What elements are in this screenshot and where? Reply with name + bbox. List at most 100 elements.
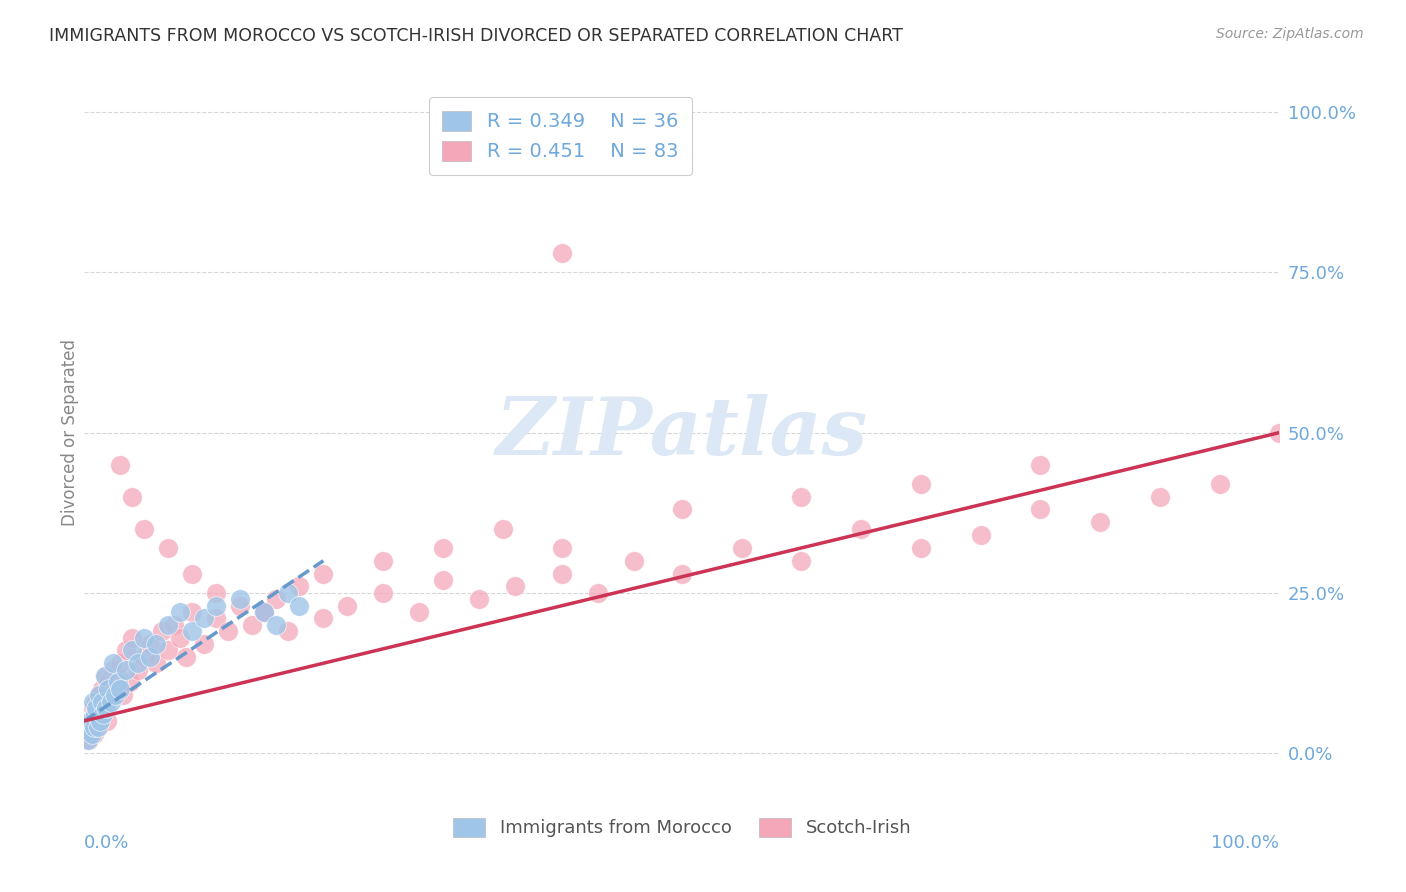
Point bbox=[101, 657, 124, 671]
Point bbox=[100, 688, 122, 702]
Point bbox=[551, 246, 574, 260]
Point bbox=[240, 617, 263, 632]
Point bbox=[277, 624, 299, 639]
Point bbox=[193, 637, 215, 651]
Point bbox=[145, 657, 167, 671]
Point bbox=[790, 490, 813, 504]
Point bbox=[193, 611, 215, 625]
Point bbox=[118, 675, 141, 690]
Point bbox=[132, 649, 156, 664]
Point bbox=[82, 701, 104, 715]
Point bbox=[181, 566, 204, 581]
Point bbox=[121, 643, 143, 657]
Point bbox=[115, 643, 138, 657]
Point bbox=[671, 502, 693, 516]
Point bbox=[93, 707, 115, 722]
Point bbox=[264, 617, 287, 632]
Point bbox=[551, 541, 574, 555]
Point bbox=[110, 681, 132, 696]
Point bbox=[169, 605, 191, 619]
Point bbox=[101, 663, 124, 677]
Point bbox=[492, 522, 515, 536]
Point bbox=[205, 586, 228, 600]
Point bbox=[790, 554, 813, 568]
Point bbox=[671, 566, 693, 581]
Point bbox=[97, 675, 120, 690]
Text: IMMIGRANTS FROM MOROCCO VS SCOTCH-IRISH DIVORCED OR SEPARATED CORRELATION CHART: IMMIGRANTS FROM MOROCCO VS SCOTCH-IRISH … bbox=[49, 27, 903, 45]
Point bbox=[132, 631, 156, 645]
Point bbox=[588, 586, 610, 600]
Point bbox=[157, 541, 180, 555]
Point bbox=[910, 476, 932, 491]
Point bbox=[110, 657, 132, 671]
Point bbox=[229, 599, 252, 613]
Point bbox=[163, 617, 186, 632]
Point bbox=[77, 733, 100, 747]
Point bbox=[82, 695, 104, 709]
Point bbox=[503, 579, 526, 593]
Point bbox=[336, 599, 359, 613]
Point bbox=[139, 637, 162, 651]
Point bbox=[104, 681, 127, 696]
Point bbox=[121, 490, 143, 504]
Point bbox=[79, 714, 101, 728]
Point bbox=[139, 649, 162, 664]
Point bbox=[157, 617, 180, 632]
Point bbox=[87, 688, 110, 702]
Point bbox=[76, 727, 98, 741]
Text: Source: ZipAtlas.com: Source: ZipAtlas.com bbox=[1216, 27, 1364, 41]
Point bbox=[205, 599, 228, 613]
Point bbox=[217, 624, 239, 639]
Point bbox=[97, 681, 120, 696]
Point bbox=[312, 566, 335, 581]
Point bbox=[181, 605, 204, 619]
Point bbox=[169, 631, 191, 645]
Point bbox=[468, 592, 491, 607]
Point bbox=[145, 637, 167, 651]
Point bbox=[91, 681, 114, 696]
Point bbox=[89, 714, 111, 728]
Point bbox=[253, 605, 276, 619]
Point bbox=[121, 631, 143, 645]
Point bbox=[107, 675, 129, 690]
Point bbox=[86, 720, 108, 734]
Point bbox=[100, 695, 122, 709]
Point bbox=[551, 566, 574, 581]
Point bbox=[86, 720, 108, 734]
Point bbox=[127, 663, 149, 677]
Point bbox=[970, 528, 993, 542]
Point bbox=[86, 701, 108, 715]
Text: ZIPatlas: ZIPatlas bbox=[496, 394, 868, 471]
Point bbox=[84, 707, 107, 722]
Text: 100.0%: 100.0% bbox=[1212, 834, 1279, 852]
Point bbox=[1268, 425, 1291, 440]
Point bbox=[432, 573, 454, 587]
Point bbox=[94, 701, 117, 715]
Point bbox=[80, 720, 103, 734]
Point bbox=[373, 554, 395, 568]
Point bbox=[851, 522, 873, 536]
Point bbox=[94, 695, 117, 709]
Point bbox=[132, 522, 156, 536]
Point bbox=[312, 611, 335, 625]
Point bbox=[89, 714, 111, 728]
Point bbox=[86, 695, 108, 709]
Point bbox=[253, 605, 276, 619]
Point bbox=[408, 605, 430, 619]
Point bbox=[93, 669, 115, 683]
Point bbox=[174, 649, 197, 664]
Point bbox=[91, 695, 114, 709]
Point bbox=[107, 669, 129, 683]
Point bbox=[93, 707, 115, 722]
Point bbox=[79, 714, 101, 728]
Point bbox=[84, 707, 107, 722]
Point bbox=[288, 599, 311, 613]
Point bbox=[277, 586, 299, 600]
Point bbox=[288, 579, 311, 593]
Point bbox=[150, 624, 173, 639]
Point bbox=[181, 624, 204, 639]
Y-axis label: Divorced or Separated: Divorced or Separated bbox=[62, 339, 80, 526]
Point bbox=[264, 592, 287, 607]
Point bbox=[87, 688, 110, 702]
Text: 0.0%: 0.0% bbox=[84, 834, 129, 852]
